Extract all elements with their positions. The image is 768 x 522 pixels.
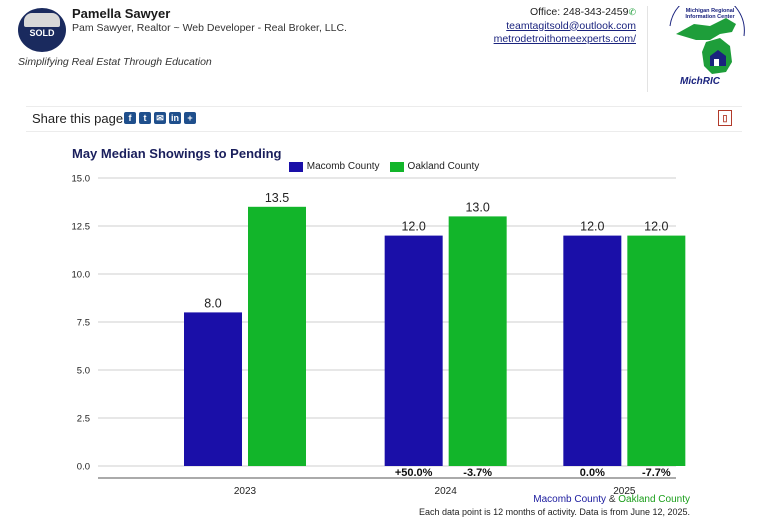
tagline: Simplifying Real Estat Through Education <box>18 56 212 68</box>
change-label: 0.0% <box>580 467 605 479</box>
bar[interactable] <box>627 235 686 466</box>
michric-full-name: Michigan Regional Information Center <box>685 8 735 20</box>
agent-subtitle: Pam Sawyer, Realtor ~ Web Developer - Re… <box>72 22 347 34</box>
legend-label-oakland: Oakland County <box>407 161 480 172</box>
footer-note: Each data point is 12 months of activity… <box>419 507 690 517</box>
header-divider <box>647 6 648 92</box>
bar[interactable] <box>563 235 622 466</box>
legend-swatch-macomb <box>288 161 303 172</box>
footer-legend-amp: & <box>608 494 616 505</box>
y-tick-label: 0.0 <box>77 462 90 473</box>
footer-legend: Macomb County & Oakland County <box>533 494 690 505</box>
change-label: -7.7% <box>642 467 671 479</box>
legend-label-macomb: Macomb County <box>306 161 380 172</box>
y-tick-label: 5.0 <box>77 366 90 377</box>
email-link[interactable]: teamtagitsold@outlook.com <box>506 19 636 32</box>
bar[interactable] <box>448 216 507 466</box>
office-phone: Office: 248-343-2459✆ <box>494 6 636 20</box>
bar-value-label: 12.0 <box>401 220 425 234</box>
contact-block: Office: 248-343-2459✆ teamtagitsold@outl… <box>494 6 636 47</box>
x-tick-label: 2025 <box>613 486 636 497</box>
plus-icon[interactable]: + <box>184 112 196 124</box>
page-header: SOLD Pamella Sawyer Pam Sawyer, Realtor … <box>0 0 768 100</box>
chart-legend: Macomb County Oakland County <box>0 161 768 172</box>
website-link[interactable]: metrodetroithomeexperts.com/ <box>493 33 636 45</box>
footer-legend-oakland: Oakland County <box>618 494 690 505</box>
bar[interactable] <box>184 312 242 466</box>
bar[interactable] <box>384 235 443 466</box>
phone-icon: ✆ <box>628 7 636 17</box>
michigan-map-icon <box>669 0 745 74</box>
y-tick-label: 7.5 <box>77 318 90 329</box>
pdf-icon[interactable]: ▯ <box>718 110 732 126</box>
legend-swatch-oakland <box>389 161 404 172</box>
twitter-icon[interactable]: t <box>139 112 151 124</box>
bar-value-label: 12.0 <box>644 220 668 234</box>
legend-item-oakland[interactable]: Oakland County <box>389 161 480 172</box>
bar-value-label: 13.0 <box>465 200 489 214</box>
sold-logo[interactable]: SOLD <box>18 8 66 52</box>
bar-value-label: 12.0 <box>580 220 604 234</box>
y-tick-label: 10.0 <box>72 270 91 281</box>
share-label: Share this page: <box>32 111 127 126</box>
email-icon[interactable]: ✉ <box>154 112 166 124</box>
change-label: -3.7% <box>463 467 492 479</box>
footer-legend-macomb: Macomb County <box>533 494 607 505</box>
chart-title: May Median Showings to Pending <box>72 146 282 161</box>
michric-logo[interactable]: Michigan Regional Information Center Mic… <box>666 0 748 94</box>
share-bar: Share this page: f t ✉ in + ▯ <box>26 106 742 132</box>
y-tick-label: 12.5 <box>72 222 91 233</box>
share-icons: f t ✉ in + <box>124 112 196 124</box>
linkedin-icon[interactable]: in <box>169 112 181 124</box>
x-tick-label: 2024 <box>435 486 458 497</box>
michric-brand: MichRIC <box>680 76 720 87</box>
facebook-icon[interactable]: f <box>124 112 136 124</box>
bar-value-label: 8.0 <box>204 296 221 310</box>
legend-item-macomb[interactable]: Macomb County <box>288 161 380 172</box>
crest-icon <box>24 13 60 27</box>
x-tick-label: 2023 <box>234 486 257 497</box>
bar-value-label: 13.5 <box>265 191 289 205</box>
change-label: +50.0% <box>395 467 433 479</box>
office-phone-text: Office: 248-343-2459 <box>529 6 629 18</box>
bar[interactable] <box>248 206 306 467</box>
y-tick-label: 2.5 <box>77 414 90 425</box>
logo-text: SOLD <box>29 28 55 38</box>
y-tick-label: 15.0 <box>72 174 91 185</box>
agent-name: Pamella Sawyer <box>72 6 171 21</box>
